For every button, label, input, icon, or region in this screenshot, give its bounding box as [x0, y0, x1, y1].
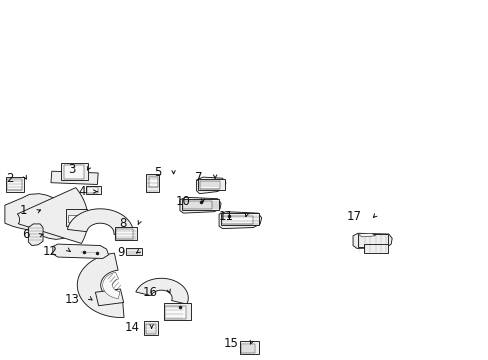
Polygon shape: [180, 197, 221, 213]
Text: 7: 7: [195, 171, 203, 184]
Bar: [183, 201, 211, 209]
Bar: [115, 227, 137, 240]
Bar: [163, 303, 190, 320]
Bar: [6, 177, 24, 192]
Bar: [221, 213, 259, 225]
Text: 3: 3: [68, 163, 76, 176]
Polygon shape: [352, 233, 391, 248]
Text: 11: 11: [218, 210, 233, 222]
Bar: [240, 344, 255, 353]
Text: 16: 16: [142, 286, 157, 299]
Polygon shape: [357, 233, 375, 237]
Bar: [239, 341, 259, 354]
Text: 6: 6: [22, 228, 29, 241]
Text: 12: 12: [42, 245, 58, 258]
Polygon shape: [18, 188, 88, 243]
Bar: [182, 199, 218, 210]
Bar: [165, 306, 185, 319]
Polygon shape: [5, 194, 85, 239]
Bar: [364, 244, 387, 253]
Text: 1: 1: [20, 204, 27, 217]
Bar: [357, 234, 387, 247]
Text: 2: 2: [6, 172, 14, 185]
Bar: [199, 181, 220, 189]
Text: 9: 9: [117, 246, 124, 259]
Bar: [95, 289, 123, 306]
Bar: [126, 248, 142, 255]
Bar: [87, 187, 98, 193]
Bar: [144, 321, 158, 335]
Bar: [85, 186, 101, 194]
Bar: [51, 171, 98, 184]
Bar: [66, 209, 86, 226]
Polygon shape: [196, 177, 225, 194]
Polygon shape: [53, 244, 108, 258]
Text: 17: 17: [346, 210, 361, 223]
Polygon shape: [28, 224, 43, 246]
Bar: [222, 216, 252, 224]
Text: 4: 4: [78, 185, 85, 198]
Bar: [63, 165, 84, 179]
Bar: [61, 163, 88, 180]
Bar: [116, 229, 133, 239]
Polygon shape: [136, 278, 188, 304]
Polygon shape: [77, 253, 124, 318]
Text: 15: 15: [224, 337, 238, 350]
Bar: [149, 177, 158, 187]
Bar: [7, 179, 22, 190]
Text: 14: 14: [124, 321, 139, 334]
Bar: [68, 215, 81, 222]
Text: 13: 13: [64, 293, 79, 306]
Bar: [145, 324, 155, 334]
Polygon shape: [102, 272, 120, 299]
Polygon shape: [219, 212, 261, 229]
Text: 8: 8: [119, 217, 126, 230]
Polygon shape: [67, 209, 133, 236]
Text: 5: 5: [154, 166, 161, 179]
Bar: [145, 174, 159, 192]
Bar: [198, 179, 224, 190]
Text: 10: 10: [176, 195, 190, 208]
